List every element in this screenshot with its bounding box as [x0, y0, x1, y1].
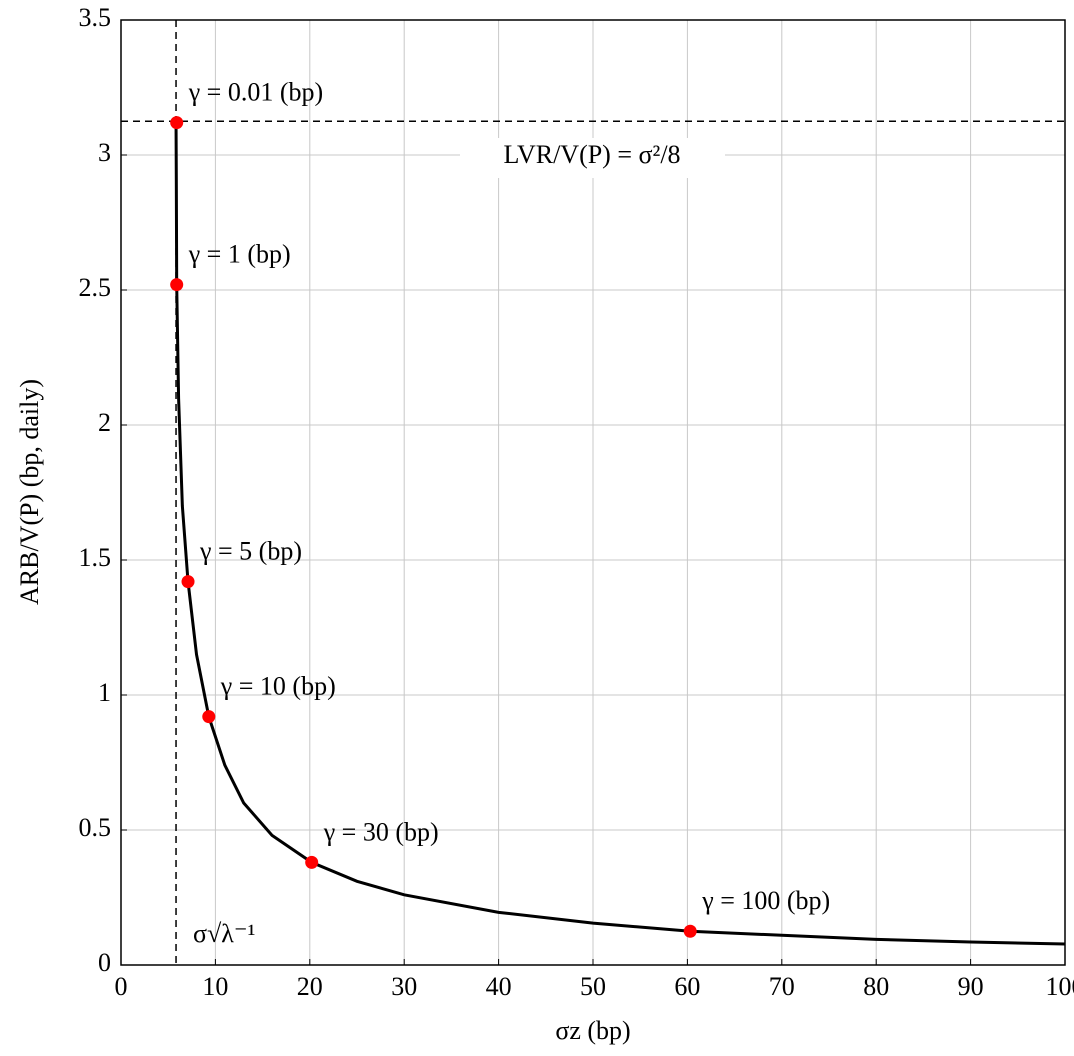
x-tick-label: 10 — [202, 972, 228, 1001]
x-axis-label: σz (bp) — [555, 1016, 630, 1045]
y-tick-label: 2 — [98, 408, 111, 437]
x-tick-label: 60 — [674, 972, 700, 1001]
point-label: γ = 1 (bp) — [188, 240, 291, 269]
point — [305, 855, 319, 869]
y-tick-label: 3.5 — [79, 3, 112, 32]
annotation: σ√λ⁻¹ — [193, 919, 255, 948]
x-tick-label: 80 — [863, 972, 889, 1001]
y-tick-label: 1 — [98, 678, 111, 707]
annotation: LVR/V(P) = σ²/8 — [503, 140, 680, 169]
point — [683, 924, 697, 938]
y-axis-label: ARB/V(P) (bp, daily) — [15, 379, 44, 605]
point — [202, 710, 216, 724]
x-tick-label: 100 — [1046, 972, 1074, 1001]
point-label: γ = 10 (bp) — [220, 672, 336, 701]
point-label: γ = 0.01 (bp) — [188, 78, 323, 107]
x-tick-label: 20 — [297, 972, 323, 1001]
y-tick-label: 3 — [98, 138, 111, 167]
x-tick-label: 50 — [580, 972, 606, 1001]
point — [181, 575, 195, 589]
y-tick-label: 0 — [98, 948, 111, 977]
point-label: γ = 5 (bp) — [199, 537, 302, 566]
x-tick-label: 90 — [958, 972, 984, 1001]
plot-frame — [120, 19, 1066, 966]
x-tick-label: 70 — [769, 972, 795, 1001]
point-label: γ = 30 (bp) — [323, 817, 439, 846]
x-tick-label: 0 — [115, 972, 128, 1001]
y-tick-label: 1.5 — [79, 543, 112, 572]
label-bg — [460, 138, 725, 178]
x-tick-label: 40 — [486, 972, 512, 1001]
line — [174, 121, 1066, 946]
point-label: γ = 100 (bp) — [701, 886, 830, 915]
y-tick-label: 0.5 — [79, 813, 112, 842]
y-tick-label: 2.5 — [79, 273, 112, 302]
x-tick-label: 30 — [391, 972, 417, 1001]
point — [170, 278, 184, 292]
point — [170, 116, 184, 130]
